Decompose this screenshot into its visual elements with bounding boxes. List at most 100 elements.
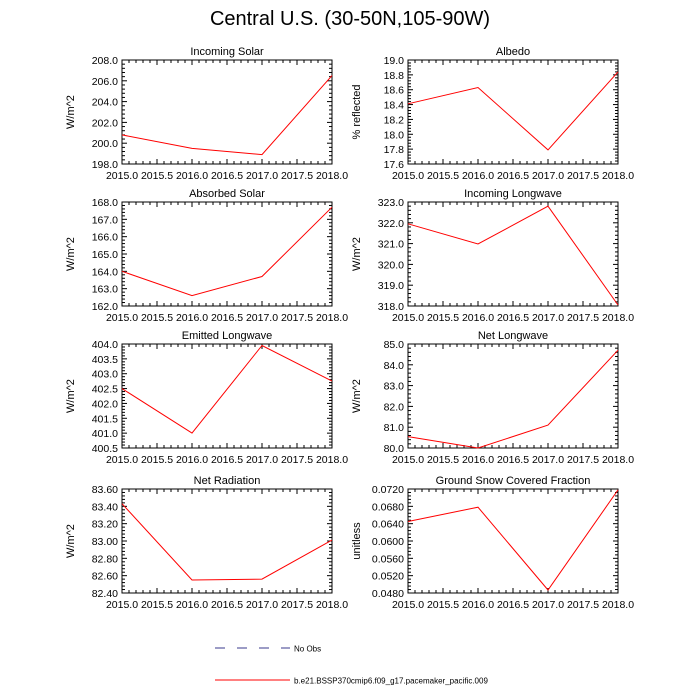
y-tick-label: 403.0 <box>92 369 118 381</box>
x-tick-label: 2018.0 <box>602 599 634 611</box>
series-line <box>407 205 619 306</box>
y-tick-label: 0.0520 <box>372 571 404 583</box>
page-title: Central U.S. (30-50N,105-90W) <box>209 8 491 30</box>
y-tick-label: 19.0 <box>384 55 405 67</box>
y-tick-label: 166.0 <box>92 232 118 244</box>
x-tick-label: 2017.5 <box>281 312 313 324</box>
x-tick-label: 2017.0 <box>532 170 564 182</box>
x-tick-label: 2016.5 <box>497 454 529 466</box>
x-tick-label: 2018.0 <box>602 454 634 466</box>
chart-title: Ground Snow Covered Fraction <box>436 475 591 487</box>
x-tick-label: 2016.5 <box>211 312 243 324</box>
y-axis-label: unitless <box>351 522 363 560</box>
chart-title: Emitted Longwave <box>182 330 273 342</box>
x-tick-label: 2018.0 <box>316 599 348 611</box>
y-tick-label: 18.2 <box>384 114 405 126</box>
x-tick-label: 2015.5 <box>427 170 459 182</box>
chart-panel: Incoming Longwave W/m^2 2015.0 2015.5 2016.0… <box>351 188 634 324</box>
x-tick-label: 2016.5 <box>211 599 243 611</box>
x-tick-label: 2017.0 <box>246 454 278 466</box>
x-tick-label: 2017.0 <box>532 454 564 466</box>
y-tick-label: 82.0 <box>384 401 405 413</box>
x-tick-label: 2016.0 <box>176 599 208 611</box>
x-tick-label: 2015.5 <box>141 599 173 611</box>
x-tick-label: 2017.5 <box>281 170 313 182</box>
x-tick-label: 2015.0 <box>106 312 138 324</box>
x-tick-label: 2015.5 <box>427 312 459 324</box>
legend-label: b.e21.BSSP370cmip6.f09_g17.pacemaker_pac… <box>294 677 488 686</box>
y-tick-label: 206.0 <box>92 76 118 88</box>
y-tick-label: 204.0 <box>92 97 118 109</box>
y-tick-label: 18.8 <box>384 70 405 82</box>
chart-title: Absorbed Solar <box>189 188 265 200</box>
x-tick-label: 2017.0 <box>532 599 564 611</box>
series-line <box>121 503 333 581</box>
chart-panel: Ground Snow Covered Fraction unitless 2015… <box>351 475 634 611</box>
x-tick-label: 2016.0 <box>176 170 208 182</box>
y-tick-label: 82.80 <box>92 553 118 565</box>
plot-frame <box>121 59 333 165</box>
x-tick-label: 2017.5 <box>281 454 313 466</box>
x-tick-label: 2016.0 <box>462 170 494 182</box>
x-tick-label: 2015.0 <box>392 170 424 182</box>
y-tick-label: 198.0 <box>92 159 118 171</box>
y-tick-label: 404.0 <box>92 339 118 351</box>
y-tick-label: 81.0 <box>384 422 405 434</box>
y-tick-label: 167.0 <box>92 214 118 226</box>
y-tick-label: 168.0 <box>92 197 118 209</box>
y-tick-label: 323.0 <box>378 197 404 209</box>
plot-frame <box>121 201 333 307</box>
y-tick-label: 402.0 <box>92 398 118 410</box>
x-tick-label: 2016.0 <box>462 312 494 324</box>
x-tick-label: 2018.0 <box>602 312 634 324</box>
chart-title: Net Longwave <box>478 330 548 342</box>
y-tick-label: 403.5 <box>92 354 118 366</box>
x-tick-label: 2017.5 <box>567 454 599 466</box>
x-tick-label: 2018.0 <box>602 170 634 182</box>
x-tick-label: 2015.0 <box>392 312 424 324</box>
y-tick-label: 0.0640 <box>372 519 404 531</box>
x-tick-label: 2015.0 <box>106 170 138 182</box>
y-tick-label: 318.0 <box>378 301 404 313</box>
series-line <box>121 75 333 156</box>
y-axis-label: W/m^2 <box>65 524 77 558</box>
y-tick-label: 402.5 <box>92 384 118 396</box>
y-tick-label: 0.0480 <box>372 588 404 600</box>
y-tick-label: 401.0 <box>92 428 118 440</box>
y-tick-label: 0.0560 <box>372 553 404 565</box>
y-tick-label: 83.00 <box>92 536 118 548</box>
x-tick-label: 2016.5 <box>497 170 529 182</box>
x-tick-label: 2017.0 <box>246 599 278 611</box>
legend: No Obs b.e21.BSSP370cmip6.f09_g17.pacemak… <box>215 645 488 686</box>
y-tick-label: 80.0 <box>384 443 405 455</box>
y-axis-label: W/m^2 <box>65 237 77 271</box>
x-tick-label: 2017.5 <box>567 312 599 324</box>
y-tick-label: 0.0600 <box>372 536 404 548</box>
x-tick-label: 2016.5 <box>497 312 529 324</box>
series-line <box>121 206 333 297</box>
y-tick-label: 85.0 <box>384 339 405 351</box>
y-tick-label: 83.60 <box>92 484 118 496</box>
x-tick-label: 2016.5 <box>211 454 243 466</box>
x-tick-label: 2017.5 <box>567 170 599 182</box>
y-tick-label: 83.0 <box>384 381 405 393</box>
x-tick-label: 2017.0 <box>532 312 564 324</box>
x-tick-label: 2015.5 <box>427 454 459 466</box>
x-tick-label: 2016.5 <box>497 599 529 611</box>
y-tick-label: 18.4 <box>384 100 405 112</box>
y-tick-label: 162.0 <box>92 301 118 313</box>
x-tick-label: 2016.0 <box>176 312 208 324</box>
y-axis-label: W/m^2 <box>65 95 77 129</box>
y-tick-label: 17.6 <box>384 159 405 171</box>
y-tick-label: 17.8 <box>384 144 405 156</box>
x-tick-label: 2015.5 <box>141 312 173 324</box>
chart-title: Incoming Longwave <box>464 188 562 200</box>
y-tick-label: 208.0 <box>92 55 118 67</box>
y-tick-label: 0.0720 <box>372 484 404 496</box>
y-tick-label: 322.0 <box>378 218 404 230</box>
chart-panel: Albedo % reflected 2015.0 2015.5 2016.0 2016.… <box>351 46 634 182</box>
